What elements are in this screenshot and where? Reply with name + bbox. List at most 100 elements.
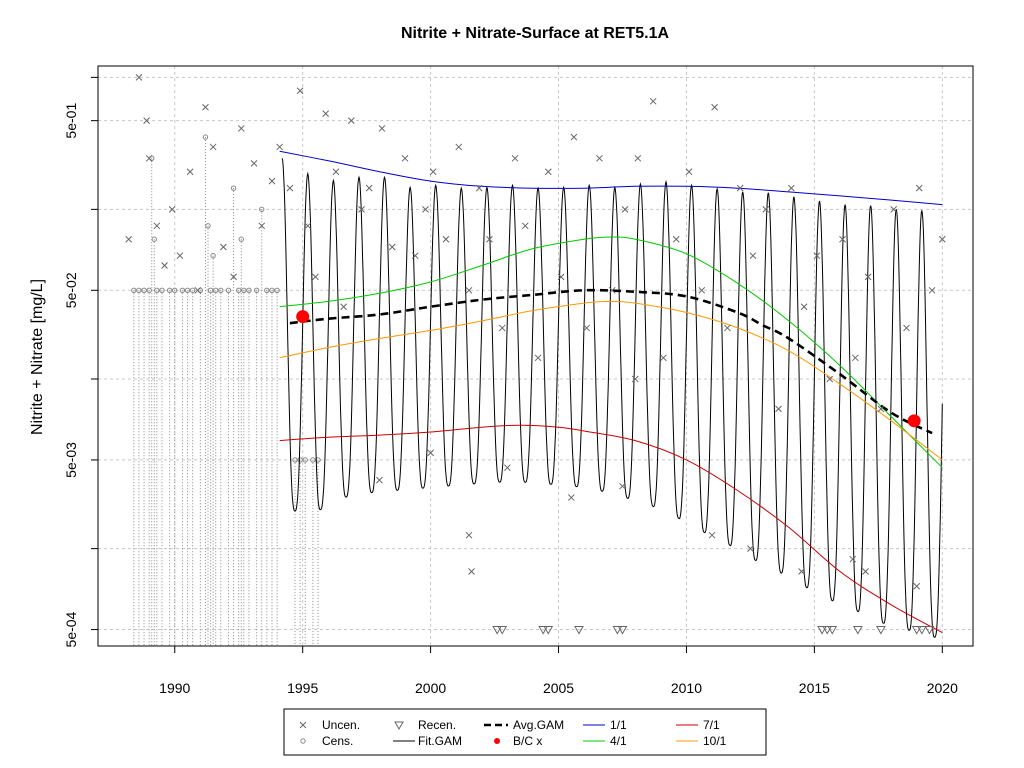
recensored-point-9 — [827, 626, 838, 635]
uncensored-point-55-b — [685, 168, 693, 176]
censored-point-2 — [141, 287, 147, 293]
uncensored-point-5-b — [161, 262, 168, 269]
uncensored-point-41 — [511, 154, 519, 162]
uncensored-point-29 — [378, 125, 386, 132]
recensored-point-4 — [574, 626, 584, 635]
uncensored-point-13-b — [230, 273, 237, 281]
recensored-point-8 — [822, 626, 833, 635]
censored-point-9 — [179, 287, 186, 293]
recensored-point-13 — [916, 626, 927, 635]
censored-point-11 — [189, 287, 196, 293]
uncensored-point-17 — [268, 177, 276, 185]
uncensored-point-63-b — [787, 184, 795, 192]
uncensored-point-20-b — [296, 87, 304, 95]
uncensored-point-10 — [202, 103, 209, 111]
uncensored-point-74 — [928, 286, 936, 294]
uncensored-point-1-b — [135, 74, 143, 81]
uncensored-point-86 — [849, 555, 857, 563]
uncensored-point-56 — [698, 286, 706, 294]
legend-label-cens: Cens. — [322, 734, 353, 748]
uncensored-point-69 — [864, 273, 872, 281]
uncensored-point-35 — [442, 235, 450, 243]
uncensored-point-26 — [347, 117, 355, 125]
y-axis-label: Nitrite + Nitrate [mg/L] — [29, 279, 46, 435]
legend-label-s41: 4/1 — [610, 734, 627, 748]
legend-symbol-recen — [394, 721, 404, 731]
censored-point-8 — [172, 287, 178, 293]
uncensored-point-71-b — [890, 206, 898, 213]
uncensored-point-54-b — [672, 235, 680, 243]
uncensored-point-4 — [153, 222, 161, 230]
uncensored-point-79-b — [798, 568, 805, 575]
uncensored-point-31-b — [401, 154, 409, 162]
uncensored-point-68 — [851, 354, 859, 362]
y-axis: 5e-04 5e-03 5e-02 5e-01 — [63, 76, 99, 647]
x-axis: 1990 1995 2000 2005 2010 2015 2020 — [159, 645, 958, 696]
uncensored-point-89 — [567, 494, 575, 501]
uncensored-point-64-b — [800, 303, 808, 311]
uncensored-point-48-b — [596, 154, 603, 162]
uncensored-point-56-b — [698, 286, 706, 294]
uncensored-point-55 — [685, 168, 693, 176]
uncensored-point-71 — [890, 206, 898, 213]
censored-point-10 — [184, 287, 191, 293]
uncensored-point-46 — [570, 133, 578, 141]
uncensored-point-82 — [427, 449, 434, 457]
uncensored-point-47 — [583, 324, 591, 332]
uncensored-point-85-b — [862, 568, 869, 575]
uncensored-point-64 — [800, 303, 808, 311]
uncensored-point-58 — [724, 324, 731, 332]
uncensored-point-65-b — [813, 252, 821, 260]
uncensored-point-61-b — [762, 206, 770, 213]
uncensored-point-45-b — [557, 273, 565, 281]
censored-point-28 — [297, 457, 303, 463]
uncensored-point-2 — [143, 117, 150, 125]
uncensored-point-48 — [596, 154, 603, 162]
censored-point-21 — [246, 287, 252, 293]
uncensored-point-60 — [749, 252, 757, 260]
uncensored-point-3-b — [145, 154, 153, 162]
legend-symbol-uncen-b — [299, 721, 307, 729]
uncensored-point-70-b — [877, 405, 885, 413]
censored-point-18 — [230, 185, 237, 191]
uncensored-point-59-b — [736, 184, 744, 192]
uncensored-point-32 — [411, 252, 419, 260]
censored-point-17 — [225, 287, 232, 293]
uncensored-point-51 — [634, 154, 642, 162]
uncensored-point-49 — [608, 286, 616, 294]
uncensored-point-34 — [429, 168, 437, 176]
uncensored-point-15 — [250, 160, 258, 167]
uncensored-point-14-b — [237, 125, 245, 132]
censored-point-15 — [212, 287, 219, 293]
uncensored-point-76-b — [465, 531, 473, 539]
uncensored-point-18-b — [276, 143, 284, 151]
uncensored-point-40-b — [498, 324, 506, 332]
uncensored-point-45 — [557, 273, 565, 281]
uncensored-point-73-b — [915, 184, 923, 192]
uncensored-point-8-b — [186, 168, 194, 176]
uncensored-point-81-b — [619, 482, 626, 490]
legend-box — [283, 708, 767, 756]
uncensored-point-76 — [465, 531, 473, 539]
uncensored-point-12-b — [220, 243, 227, 251]
censored-point-7 — [166, 287, 173, 293]
uncensored-point-37-b — [465, 286, 473, 294]
uncensored-point-67 — [839, 235, 846, 243]
uncensored-point-31 — [401, 154, 409, 162]
uncensored-point-47-b — [583, 324, 591, 332]
recensored-point-10 — [853, 626, 863, 635]
uncensored-point-62 — [775, 405, 782, 413]
x-tick-label-6: 2020 — [927, 680, 958, 696]
grid-lines — [98, 66, 973, 646]
uncensored-point-6 — [168, 206, 176, 213]
censored-point-1 — [136, 287, 142, 293]
uncensored-point-67-b — [839, 235, 846, 243]
bc-point-0 — [296, 310, 310, 324]
censored-point-16 — [218, 287, 224, 293]
uncensored-point-84-b — [708, 531, 716, 539]
censored-point-26 — [274, 287, 280, 293]
uncensored-point-50 — [621, 206, 629, 213]
uncensored-point-43-b — [534, 354, 542, 362]
x-tick-label-2: 2000 — [415, 680, 446, 696]
x-tick-label-3: 2005 — [543, 680, 574, 696]
